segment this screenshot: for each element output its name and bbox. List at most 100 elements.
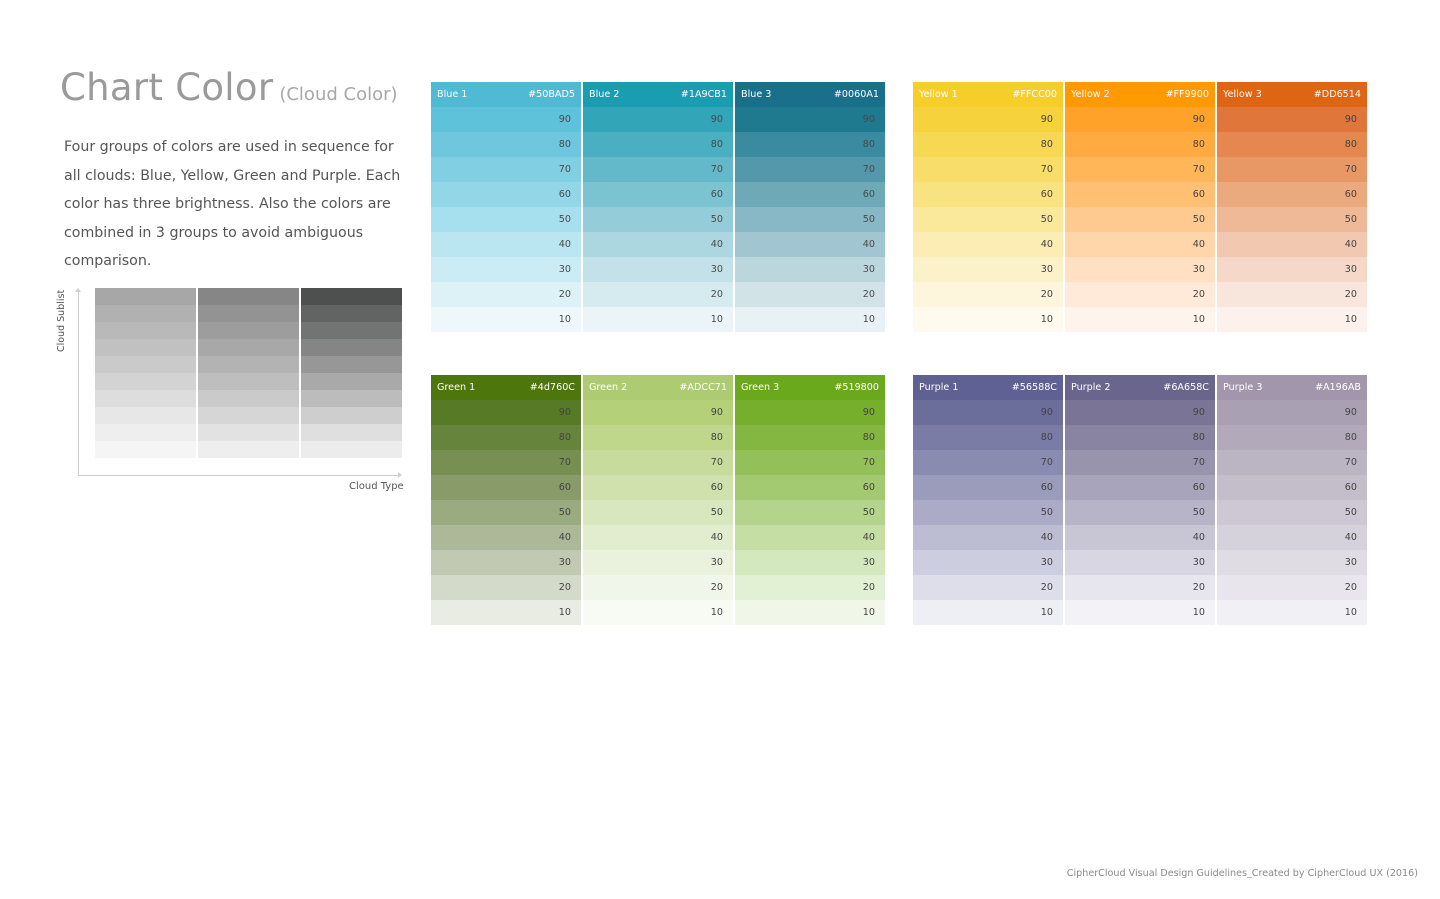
legend-grid-cell [95,339,196,356]
swatch-header: Yellow 3 #DD6514 [1217,82,1367,107]
swatch-shade-cell: 80 [583,425,733,450]
shade-level-label: 70 [862,457,875,468]
swatch-shade-cell: 50 [1065,207,1215,232]
swatch-shade-cell: 20 [913,575,1063,600]
green-swatch-group: Green 1 #4d760C 90 80 70 60 50 40 30 20 10 Green 2 #… [431,375,885,625]
shade-level-label: 70 [1344,457,1357,468]
swatch-shade-cell: 30 [913,257,1063,282]
legend-grid-column [301,288,402,458]
legend-grid [95,288,402,458]
swatch-header: Purple 2 #6A658C [1065,375,1215,400]
shade-level-label: 30 [710,557,723,568]
legend-grid-cell [301,373,402,390]
swatch-shade-cell: 20 [735,575,885,600]
shade-level-label: 10 [710,314,723,325]
swatch-shade-cell: 40 [1065,232,1215,257]
legend-grid-cell [198,322,299,339]
swatch-name: Yellow 3 [1223,89,1262,100]
shade-level-label: 10 [1192,314,1205,325]
swatch-shade-cell: 70 [1217,157,1367,182]
swatch-shade-cell: 30 [583,550,733,575]
shade-level-label: 50 [710,214,723,225]
swatch-shade-cell: 50 [431,207,581,232]
swatch-shade-cell: 60 [431,475,581,500]
swatch-header: Yellow 1 #FFCC00 [913,82,1063,107]
swatch-shade-cell: 70 [1065,157,1215,182]
swatch-shade-cell: 40 [431,232,581,257]
y-axis [78,290,79,476]
shade-level-label: 70 [1192,457,1205,468]
swatch-shade-cell: 10 [913,307,1063,332]
swatch-shade-cell: 80 [735,425,885,450]
legend-grid-cell [301,390,402,407]
shade-level-label: 70 [1040,457,1053,468]
swatch-column: Yellow 1 #FFCC00 90 80 70 60 50 40 30 20 10 [913,82,1063,332]
swatch-shade-cell: 30 [431,257,581,282]
shade-level-label: 80 [1040,432,1053,443]
swatch-shade-cell: 30 [431,550,581,575]
shade-level-label: 30 [558,264,571,275]
swatch-shade-cell: 30 [1065,550,1215,575]
swatch-shade-cell: 40 [913,525,1063,550]
shade-level-label: 80 [558,432,571,443]
description: Four groups of colors are used in sequen… [64,139,401,269]
swatch-shade-cell: 80 [913,132,1063,157]
shade-level-label: 20 [710,289,723,300]
swatch-shade-cell: 40 [431,525,581,550]
shade-level-label: 60 [710,482,723,493]
shade-level-label: 80 [710,139,723,150]
swatch-column: Purple 1 #56588C 90 80 70 60 50 40 30 20 10 [913,375,1063,625]
swatch-shade-cell: 50 [913,500,1063,525]
shade-level-label: 30 [1040,557,1053,568]
swatch-shade-cell: 90 [583,107,733,132]
swatch-shade-cell: 30 [913,550,1063,575]
swatch-shade-cell: 50 [1217,500,1367,525]
swatch-hex: #50BAD5 [528,89,575,100]
shade-level-label: 40 [1344,532,1357,543]
swatch-shade-cell: 60 [1217,182,1367,207]
swatch-shade-cell: 40 [913,232,1063,257]
shade-level-label: 90 [1040,407,1053,418]
swatch-shade-cell: 30 [735,550,885,575]
shade-level-label: 80 [1192,139,1205,150]
shade-level-label: 70 [862,164,875,175]
shade-level-label: 50 [862,507,875,518]
swatch-shade-cell: 60 [913,475,1063,500]
shade-level-label: 60 [558,482,571,493]
shade-level-label: 70 [1192,164,1205,175]
swatch-shade-cell: 90 [431,107,581,132]
swatch-shade-cell: 50 [1217,207,1367,232]
swatch-shade-cell: 90 [1217,107,1367,132]
swatch-shade-cell: 60 [1217,475,1367,500]
legend-grid-cell [95,407,196,424]
shade-level-label: 30 [1344,557,1357,568]
shade-level-label: 20 [862,582,875,593]
page-title-sub: (Cloud Color) [279,84,398,105]
swatch-shade-cell: 30 [583,257,733,282]
legend-grid-cell [198,339,299,356]
shade-level-label: 10 [1192,607,1205,618]
swatch-shade-cell: 80 [583,132,733,157]
swatch-shade-cell: 10 [735,307,885,332]
swatch-shade-cell: 60 [431,182,581,207]
shade-level-label: 70 [710,457,723,468]
shade-level-label: 60 [1192,482,1205,493]
shade-level-label: 40 [862,532,875,543]
swatch-shade-cell: 60 [1065,475,1215,500]
swatch-shade-cell: 40 [1217,232,1367,257]
shade-level-label: 40 [558,239,571,250]
shade-level-label: 50 [862,214,875,225]
shade-level-label: 30 [862,557,875,568]
shade-level-label: 20 [1040,289,1053,300]
shade-level-label: 20 [710,582,723,593]
swatch-shade-cell: 20 [1065,575,1215,600]
swatch-shade-cell: 70 [1217,450,1367,475]
swatch-header: Purple 1 #56588C [913,375,1063,400]
swatch-shade-cell: 80 [431,425,581,450]
swatch-column: Blue 1 #50BAD5 90 80 70 60 50 40 30 20 10 [431,82,581,332]
swatch-shade-cell: 90 [1217,400,1367,425]
swatch-shade-cell: 60 [583,182,733,207]
swatch-shade-cell: 40 [583,232,733,257]
page-title-main: Chart Color [60,66,274,109]
shade-level-label: 70 [558,457,571,468]
